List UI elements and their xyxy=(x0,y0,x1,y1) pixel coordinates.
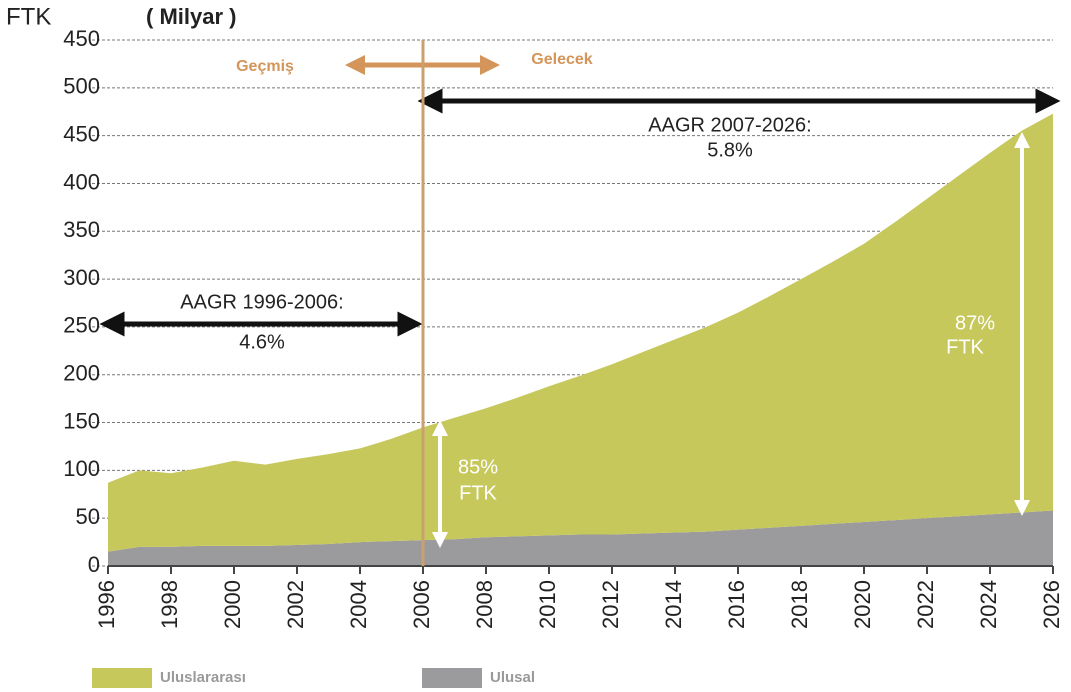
x-tick-label: 2026 xyxy=(1039,580,1064,629)
x-tick-label: 2004 xyxy=(346,580,371,629)
x-tick-label: 2018 xyxy=(787,580,812,629)
x-tick-label: 2014 xyxy=(661,580,686,629)
y-tick-label: 200 xyxy=(63,361,100,386)
annotation: 4.6% xyxy=(239,331,285,353)
x-tick-label: 2000 xyxy=(220,580,245,629)
area xyxy=(108,113,1053,552)
x-tick-label: 2024 xyxy=(976,580,1001,629)
y-tick-label: 400 xyxy=(63,169,100,194)
y-tick-label: 350 xyxy=(63,217,100,242)
y-tick-label: 250 xyxy=(63,313,100,338)
annotation: FTK xyxy=(946,336,984,358)
subtitle: ( Milyar ) xyxy=(146,4,236,29)
annotation: Geçmiş xyxy=(236,58,294,75)
title: FTK xyxy=(6,3,51,30)
legend-label: Uluslararası xyxy=(160,669,246,686)
legend-swatch xyxy=(422,668,482,688)
annotation: FTK xyxy=(459,482,497,504)
legend-swatch xyxy=(92,668,152,688)
annotation: AAGR 1996-2006: xyxy=(180,291,343,313)
y-tick-label: 100 xyxy=(63,456,100,481)
annotation: 87% xyxy=(955,312,995,334)
annotation: 5.8% xyxy=(707,139,753,161)
x-tick-label: 2010 xyxy=(535,580,560,629)
overlay xyxy=(99,55,1061,548)
y-tick-label: 500 xyxy=(63,74,100,99)
area xyxy=(108,510,1053,566)
y-tick-label: 300 xyxy=(63,265,100,290)
x-tick-label: 1998 xyxy=(157,580,182,629)
y-tick-label: 450 xyxy=(63,26,100,51)
y-tick-label: 450 xyxy=(63,121,100,146)
areas xyxy=(108,113,1053,566)
x-tick-label: 2022 xyxy=(913,580,938,629)
annotation: AAGR 2007-2026: xyxy=(648,114,811,136)
y-tick-label: 50 xyxy=(76,504,100,529)
x-tick-label: 1996 xyxy=(94,580,119,629)
x-tick-label: 2008 xyxy=(472,580,497,629)
y-tick-label: 0 xyxy=(88,552,100,577)
x-tick-label: 2002 xyxy=(283,580,308,629)
x-tick-label: 2012 xyxy=(598,580,623,629)
x-tick-label: 2016 xyxy=(724,580,749,629)
x-tick-label: 2020 xyxy=(850,580,875,629)
annotation: Gelecek xyxy=(531,51,592,68)
legend-label: Ulusal xyxy=(490,669,535,686)
annotation: 85% xyxy=(458,456,498,478)
y-tick-label: 150 xyxy=(63,408,100,433)
x-tick-label: 2006 xyxy=(409,580,434,629)
